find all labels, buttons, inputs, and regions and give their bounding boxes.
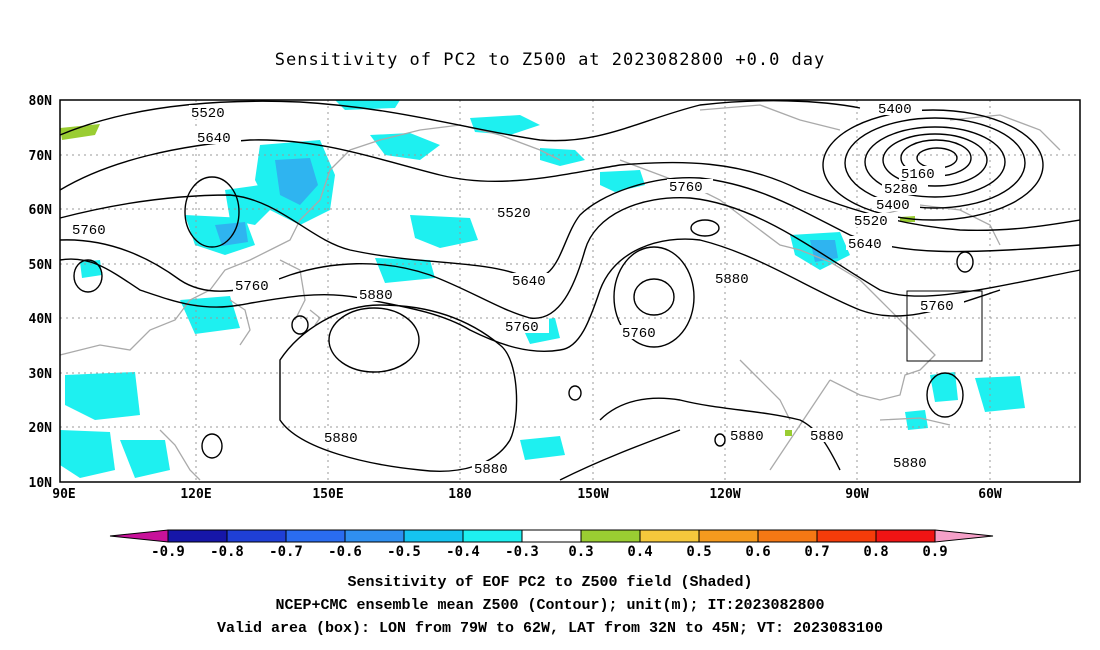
positive-shading-layer: [60, 124, 915, 436]
colorbar-swatch: [226, 529, 287, 543]
contour-label: 5760: [669, 180, 703, 196]
colorbar-label: -0.7: [269, 544, 303, 560]
lon-label: 90E: [52, 487, 75, 502]
caption-shading: Sensitivity of EOF PC2 to Z500 field (Sh…: [347, 574, 753, 591]
map-frame: [59, 99, 1081, 483]
lon-labels: 90E 120E 150E 180 150W 120W 90W 60W: [52, 487, 1002, 502]
colorbar-swatch: [285, 529, 346, 543]
colorbar-swatch: [167, 529, 228, 543]
contour-label: 5160: [901, 167, 935, 183]
contour-label: 5280: [884, 182, 918, 198]
contour-label: 5880: [730, 429, 764, 445]
colorbar-label: 0.6: [745, 544, 770, 560]
colorbar-label: -0.5: [387, 544, 421, 560]
contour-label: 5400: [876, 198, 910, 214]
contour-label: 5640: [848, 237, 882, 253]
contour-labels: 5520 5640 5760 5520 5400 5160 5280 5400 …: [70, 101, 964, 478]
colorbar-swatch: [639, 529, 700, 543]
contour-label: 5640: [197, 131, 231, 147]
contour-label: 5760: [72, 223, 106, 239]
colorbar-swatch: [757, 529, 818, 543]
colorbar-label: -0.9: [151, 544, 185, 560]
lat-labels: 80N 70N 60N 50N 40N 30N 20N 10N: [29, 94, 53, 491]
colorbar-label: 0.4: [627, 544, 652, 560]
colorbar-max-arrow: [934, 529, 994, 543]
contour-label: 5880: [474, 462, 508, 478]
lon-label: 120W: [709, 487, 740, 502]
lat-label: 60N: [29, 203, 53, 218]
contour-label: 5640: [512, 274, 546, 290]
colorbar-label: 0.8: [863, 544, 888, 560]
colorbar-label: -0.8: [210, 544, 244, 560]
lon-label: 90W: [845, 487, 869, 502]
grid-lines: [60, 100, 1080, 482]
contour-label: 5400: [878, 102, 912, 118]
colorbar-swatch: [344, 529, 405, 543]
map-title: Sensitivity of PC2 to Z500 at 2023082800…: [274, 50, 826, 70]
colorbar-swatch: [816, 529, 877, 543]
contour-label: 5880: [810, 429, 844, 445]
colorbar-swatch: [403, 529, 464, 543]
contour-label: 5760: [622, 326, 656, 342]
colorbar-swatch: [462, 529, 523, 543]
lon-label: 150W: [577, 487, 608, 502]
contour-label: 5880: [893, 456, 927, 472]
lat-label: 10N: [29, 476, 53, 491]
lon-label: 120E: [180, 487, 211, 502]
contour-label: 5520: [497, 206, 531, 222]
lon-label: 150E: [312, 487, 343, 502]
colorbar-swatch: [521, 529, 582, 543]
lat-label: 50N: [29, 258, 53, 273]
colorbar-min-arrow: [109, 529, 169, 543]
colorbar-label: 0.9: [922, 544, 947, 560]
colorbar-swatch: [580, 529, 641, 543]
contour-label: 5880: [715, 272, 749, 288]
colorbar: [109, 529, 994, 543]
contour-label: 5880: [359, 288, 393, 304]
contour-label: 5880: [324, 431, 358, 447]
lat-label: 70N: [29, 149, 53, 164]
contour-label: 5760: [505, 320, 539, 336]
contour-label: 5760: [235, 279, 269, 295]
colorbar-labels: -0.9 -0.8 -0.7 -0.6 -0.5 -0.4 -0.3 0.3 0…: [151, 544, 948, 560]
contour-label: 5520: [191, 106, 225, 122]
colorbar-swatch: [875, 529, 936, 543]
colorbar-label: 0.3: [568, 544, 593, 560]
colorbar-label: 0.5: [686, 544, 711, 560]
z500-contours: [59, 100, 1081, 481]
colorbar-swatch: [698, 529, 759, 543]
contour-label: 5760: [920, 299, 954, 315]
caption-contour: NCEP+CMC ensemble mean Z500 (Contour); u…: [275, 597, 825, 614]
lat-label: 20N: [29, 421, 53, 436]
caption-valid-area: Valid area (box): LON from 79W to 62W, L…: [216, 620, 884, 637]
colorbar-label: -0.6: [328, 544, 362, 560]
colorbar-label: 0.7: [804, 544, 829, 560]
lon-label: 60W: [978, 487, 1002, 502]
lat-label: 30N: [29, 367, 53, 382]
contour-label: 5520: [854, 214, 888, 230]
valid-area-box: [906, 290, 983, 362]
colorbar-label: -0.4: [446, 544, 480, 560]
colorbar-label: -0.3: [505, 544, 539, 560]
lat-label: 40N: [29, 312, 53, 327]
lat-label: 80N: [29, 94, 53, 109]
lon-label: 180: [448, 487, 472, 502]
